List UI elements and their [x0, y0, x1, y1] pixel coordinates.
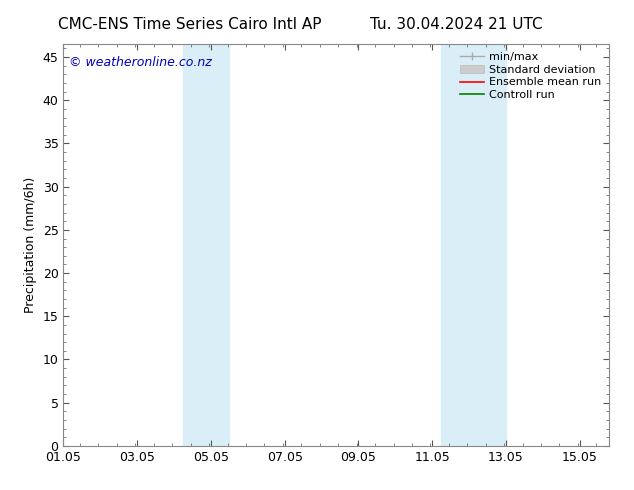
Bar [441, 44, 506, 446]
Text: Tu. 30.04.2024 21 UTC: Tu. 30.04.2024 21 UTC [370, 17, 543, 32]
Text: © weatheronline.co.nz: © weatheronline.co.nz [69, 56, 212, 69]
Legend: min/max, Standard deviation, Ensemble mean run, Controll run: min/max, Standard deviation, Ensemble me… [458, 49, 603, 102]
Text: CMC-ENS Time Series Cairo Intl AP: CMC-ENS Time Series Cairo Intl AP [58, 17, 322, 32]
Bar [183, 44, 230, 446]
Y-axis label: Precipitation (mm/6h): Precipitation (mm/6h) [24, 177, 37, 313]
